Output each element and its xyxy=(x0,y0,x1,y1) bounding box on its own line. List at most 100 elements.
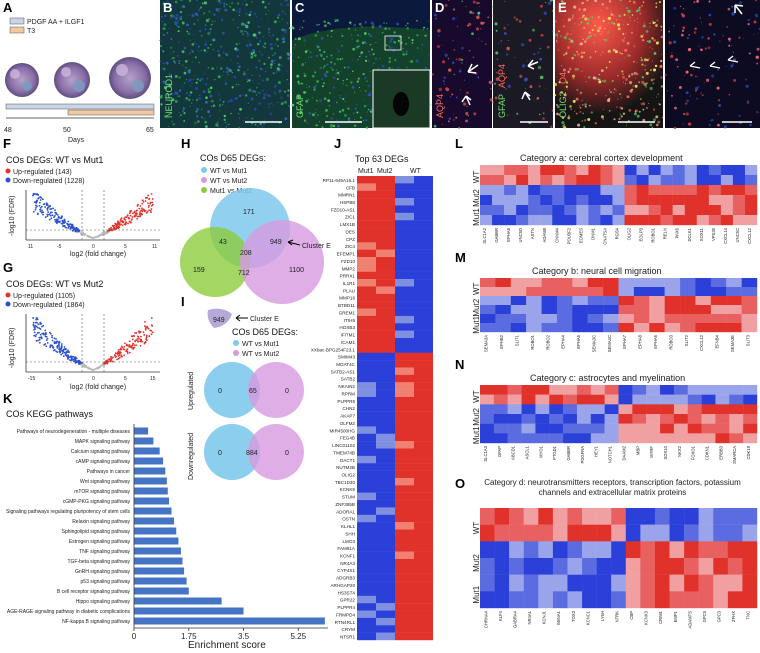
heatmap-gene-label: NKX2 xyxy=(677,445,682,457)
heatmap-cell xyxy=(528,215,541,226)
heatmap-cell xyxy=(540,205,553,216)
heatmap-j-cell xyxy=(414,477,433,486)
heatmap-cell xyxy=(715,404,730,415)
speckle xyxy=(225,126,227,129)
speckle xyxy=(634,111,637,113)
speckle xyxy=(238,42,240,44)
speckle xyxy=(563,124,565,126)
speckle xyxy=(624,37,626,39)
speckle xyxy=(239,107,243,111)
heatmap-row-label: WT xyxy=(472,282,481,295)
volcano-point xyxy=(131,218,133,221)
volcano-point xyxy=(38,336,41,339)
volcano-point xyxy=(130,221,132,224)
heatmap-j-cell xyxy=(376,500,395,508)
speckle xyxy=(373,23,375,25)
heatmap-cell xyxy=(710,314,727,324)
heatmap-j-cell xyxy=(376,551,395,560)
panel-o: O Category d: neurotransmitters receptor… xyxy=(455,476,758,628)
heatmap-gene-label: SLIT1 xyxy=(514,334,519,346)
heatmap-cell xyxy=(654,558,670,575)
speckle xyxy=(696,76,698,78)
speckle xyxy=(181,110,184,113)
volcano-point xyxy=(53,216,55,219)
volcano-point xyxy=(51,334,53,337)
heatmap-j-cell xyxy=(414,448,433,457)
volcano-point xyxy=(124,221,127,224)
speckle xyxy=(162,33,165,36)
heatmap-cell xyxy=(572,296,588,306)
volcano-point xyxy=(51,344,54,347)
speckle xyxy=(640,103,643,105)
speckle xyxy=(591,16,594,19)
kegg-bar xyxy=(134,447,160,455)
speckle xyxy=(556,36,558,38)
speckle xyxy=(356,80,359,83)
heatmap-j-cell xyxy=(414,632,433,641)
heatmap-cell xyxy=(493,385,508,395)
heatmap-cell xyxy=(646,404,661,415)
heatmap-gene-label: PDGFRA xyxy=(580,446,585,464)
speckle xyxy=(608,21,610,23)
heatmap-cell xyxy=(698,558,714,575)
speckle xyxy=(730,64,734,68)
speckle xyxy=(244,30,246,33)
heatmap-cell xyxy=(696,175,710,186)
heatmap-cell xyxy=(720,215,734,226)
heatmap-cell xyxy=(672,195,685,206)
speckle xyxy=(185,78,188,80)
heatmap-j-cell xyxy=(357,595,376,604)
speckle xyxy=(257,42,260,46)
heatmap-gene-label: MBP xyxy=(635,446,640,455)
speckle xyxy=(342,83,344,85)
heatmap-j-gene-label: PLAU xyxy=(343,288,355,293)
speckle xyxy=(238,94,242,97)
speckle xyxy=(701,36,704,39)
heatmap-cell xyxy=(549,404,564,415)
heatmap-cell xyxy=(582,558,597,575)
heatmap-cell xyxy=(695,278,712,288)
heatmap-cell xyxy=(636,205,649,216)
speckle xyxy=(297,96,299,98)
heatmap-cell xyxy=(720,195,734,206)
heatmap-cell xyxy=(640,558,656,575)
heatmap-j-cell xyxy=(414,286,433,295)
speckle xyxy=(364,76,367,80)
heatmap-j-cell xyxy=(376,573,395,582)
speckle xyxy=(338,50,340,53)
heatmap-j-cell xyxy=(414,500,433,508)
venn-h-n208: 208 xyxy=(240,250,252,257)
heatmap-j-cell xyxy=(414,536,433,545)
volcano-point xyxy=(58,346,61,348)
volcano-point xyxy=(60,215,63,218)
speckle xyxy=(402,47,404,50)
speckle xyxy=(471,32,474,36)
heatmap-cell xyxy=(669,524,685,542)
speckle xyxy=(199,79,202,82)
heatmap-cell xyxy=(493,433,508,444)
heatmap-cell xyxy=(625,574,641,592)
volcano-point xyxy=(44,333,47,336)
heatmap-j-cell xyxy=(414,588,433,597)
speckle xyxy=(365,55,368,58)
speckle xyxy=(578,18,580,20)
heatmap-j-cell xyxy=(395,293,414,302)
speckle xyxy=(597,29,600,33)
speckle xyxy=(216,67,218,69)
volcano-point xyxy=(151,198,154,200)
heatmap-cell xyxy=(713,541,729,559)
speckle xyxy=(338,74,340,76)
speckle xyxy=(179,18,181,20)
heatmap-cell xyxy=(715,414,730,424)
heatmap-cell xyxy=(696,165,710,176)
speckle xyxy=(265,77,269,81)
heatmap-cell xyxy=(480,394,495,405)
speckle xyxy=(227,100,230,103)
heatmap-cell xyxy=(624,175,637,186)
volcano-point xyxy=(144,321,146,323)
kegg-category-label: Calcium signaling pathway xyxy=(71,449,131,455)
heatmap-j-cell xyxy=(395,352,414,361)
heatmap-j-cell xyxy=(395,234,414,243)
heatmap-cell xyxy=(507,404,522,415)
timeline-tick-48: 48 xyxy=(4,127,12,134)
